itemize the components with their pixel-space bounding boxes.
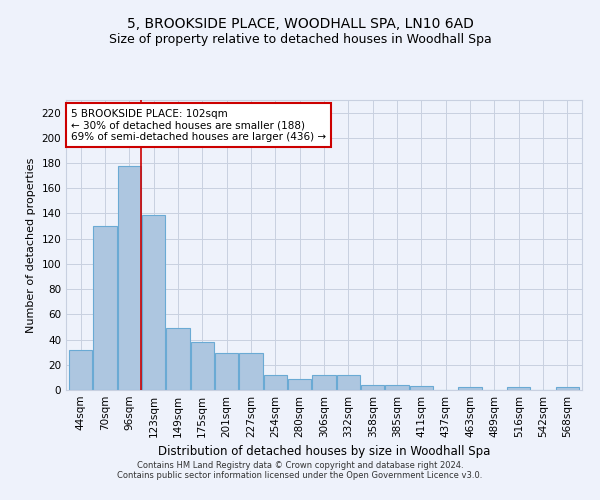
Text: Size of property relative to detached houses in Woodhall Spa: Size of property relative to detached ho…	[109, 32, 491, 46]
Bar	[142, 214, 165, 390]
Bar	[166, 328, 190, 390]
Text: Contains HM Land Registry data © Crown copyright and database right 2024.
Contai: Contains HM Land Registry data © Crown c…	[118, 460, 482, 480]
Bar	[191, 342, 214, 390]
Bar	[556, 388, 579, 390]
Bar	[239, 354, 263, 390]
Bar	[385, 385, 409, 390]
Bar	[337, 375, 360, 390]
Bar	[313, 375, 335, 390]
Bar	[458, 388, 482, 390]
X-axis label: Distribution of detached houses by size in Woodhall Spa: Distribution of detached houses by size …	[158, 446, 490, 458]
Text: 5 BROOKSIDE PLACE: 102sqm
← 30% of detached houses are smaller (188)
69% of semi: 5 BROOKSIDE PLACE: 102sqm ← 30% of detac…	[71, 108, 326, 142]
Bar	[507, 388, 530, 390]
Bar	[94, 226, 116, 390]
Bar	[264, 375, 287, 390]
Bar	[361, 385, 384, 390]
Y-axis label: Number of detached properties: Number of detached properties	[26, 158, 36, 332]
Bar	[410, 386, 433, 390]
Bar	[288, 378, 311, 390]
Bar	[215, 354, 238, 390]
Text: 5, BROOKSIDE PLACE, WOODHALL SPA, LN10 6AD: 5, BROOKSIDE PLACE, WOODHALL SPA, LN10 6…	[127, 18, 473, 32]
Bar	[118, 166, 141, 390]
Bar	[69, 350, 92, 390]
